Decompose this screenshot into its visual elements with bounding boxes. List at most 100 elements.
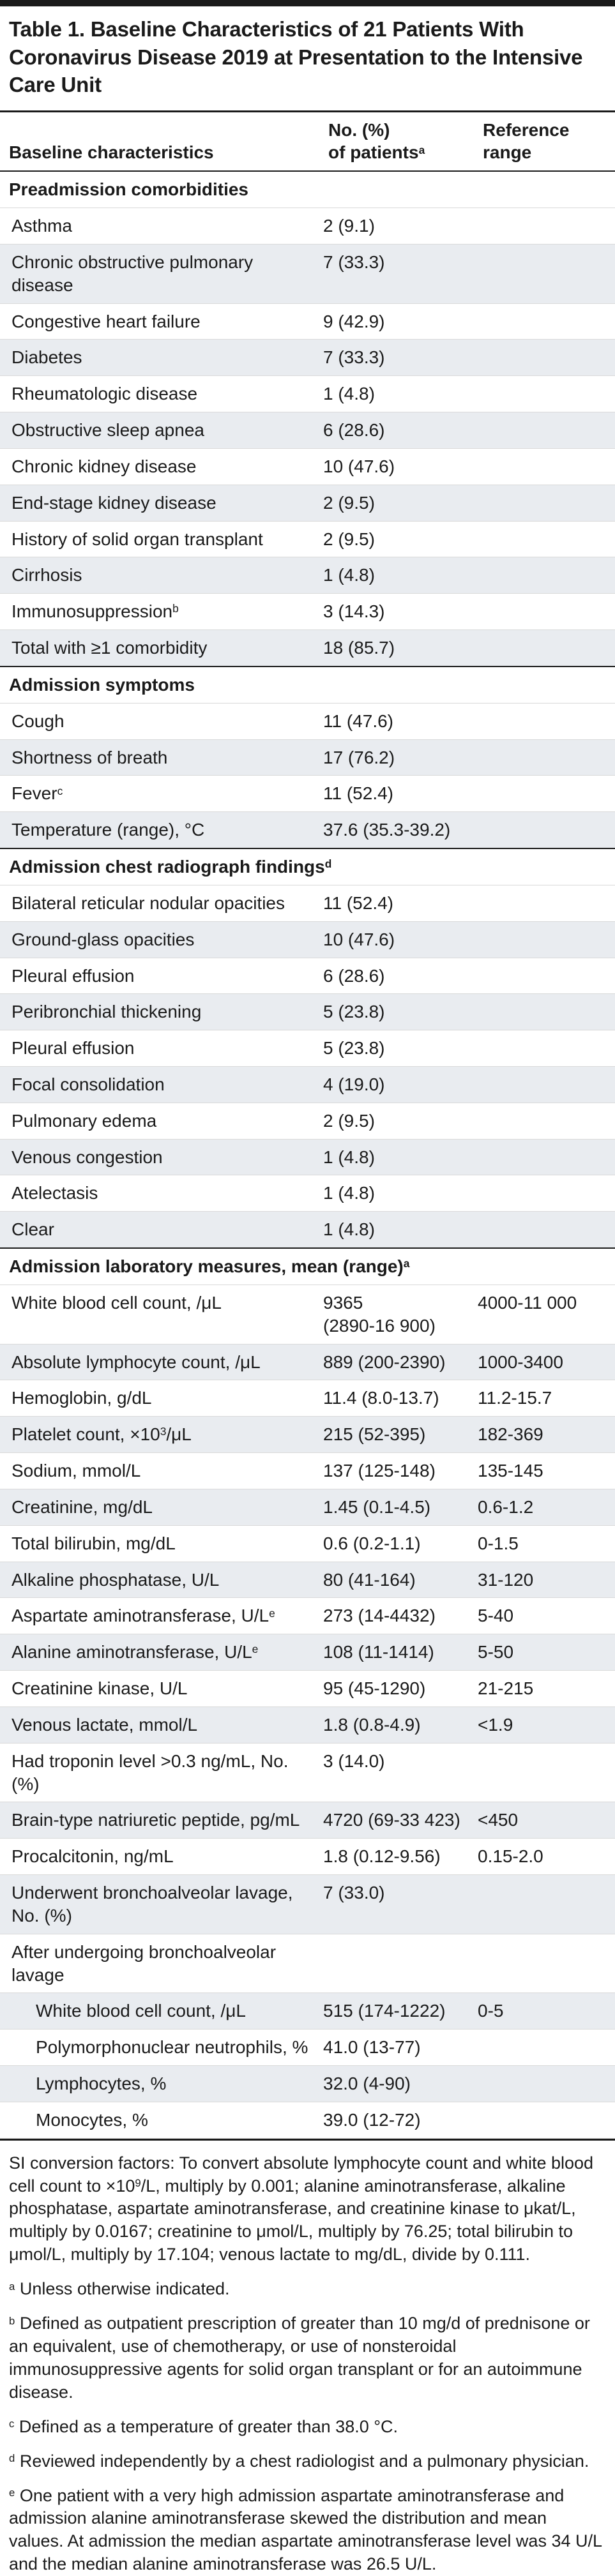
table-notes: SI conversion factors: To convert absolu…	[0, 2141, 615, 2576]
row-label: Aspartate aminotransferase, U/Le	[0, 1597, 319, 1635]
table-row: Shortness of breath 17 (76.2)	[0, 739, 615, 776]
row-value-text: 2 (9.1)	[323, 216, 375, 236]
row-label: Pleural effusion	[0, 958, 319, 995]
footnote-text: Reviewed independently by a chest radiol…	[19, 2451, 589, 2471]
table-row: Polymorphonuclear neutrophils, % 41.0 (13…	[0, 2029, 615, 2067]
row-label: Lymphocytes, %	[0, 2065, 319, 2102]
row-value-text: 10 (47.6)	[323, 929, 395, 949]
row-reference	[474, 2102, 615, 2139]
table-row: White blood cell count, /μL 9365 (2890-16 …	[0, 1284, 615, 1344]
row-value: 889 (200-2390)	[319, 1344, 474, 1381]
row-value-text: 6 (28.6)	[323, 420, 385, 441]
row-label-text: Peribronchial thickening	[11, 1002, 202, 1022]
row-value: 9 (42.9)	[319, 303, 474, 340]
row-reference	[474, 1030, 615, 1067]
table-row: Creatinine kinase, U/L 95 (45-1290) 21-215	[0, 1670, 615, 1707]
row-value-text: 108 (11-1414)	[323, 1642, 434, 1662]
table-row: Procalcitonin, ng/mL 1.8 (0.12-9.56) 0.15-…	[0, 1838, 615, 1876]
table-row: Congestive heart failure 9 (42.9)	[0, 303, 615, 340]
footnote: b Defined as outpatient prescription of …	[9, 2312, 606, 2404]
table-row: Creatinine, mg/dL 1.45 (0.1-4.5) 0.6-1.2	[0, 1489, 615, 1526]
row-value-text: 1 (4.8)	[323, 1147, 375, 1167]
row-reference: 5-40	[474, 1597, 615, 1635]
row-value: 11 (52.4)	[319, 775, 474, 813]
table-row: Absolute lymphocyte count, /μL 889 (200-2…	[0, 1344, 615, 1381]
baseline-characteristics-table: Baseline characteristics No. (%) of pati…	[0, 112, 615, 2139]
table-row: Rheumatologic disease 1 (4.8)	[0, 375, 615, 413]
row-value: 1 (4.8)	[319, 1139, 474, 1176]
row-label-text: Immunosuppression	[11, 601, 173, 622]
row-label-text: White blood cell count, /μL	[36, 2001, 246, 2021]
row-label: Procalcitonin, ng/mL	[0, 1838, 319, 1876]
row-value: 7 (33.3)	[319, 339, 474, 377]
row-label: Feverc	[0, 775, 319, 813]
table-row: Chronic obstructive pulmonary disease 7 (…	[0, 244, 615, 304]
row-label-text: Diabetes	[11, 347, 82, 368]
row-value-text: 5 (23.8)	[323, 1038, 385, 1058]
row-label: Venous congestion	[0, 1139, 319, 1176]
table-bottom-rule	[0, 2138, 615, 2141]
table-row: Feverc 11 (52.4)	[0, 775, 615, 813]
row-value-text: 32.0 (4-90)	[323, 2074, 411, 2094]
row-label: White blood cell count, /μL	[0, 1284, 319, 1344]
row-label-text: Total with ≥1 comorbidity	[11, 638, 208, 658]
row-label-text: Chronic obstructive pulmonary disease	[11, 252, 254, 295]
row-label: Diabetes	[0, 339, 319, 377]
row-label: Bilateral reticular nodular opacities	[0, 885, 319, 922]
row-label-text: Had troponin level >0.3 ng/mL, No. (%)	[11, 1751, 289, 1794]
row-reference: <450	[474, 1802, 615, 1839]
row-value: 3 (14.0)	[319, 1743, 474, 1803]
row-reference: 11.2-15.7	[474, 1380, 615, 1417]
row-value: 1 (4.8)	[319, 557, 474, 594]
row-label: White blood cell count, /μL	[0, 1992, 319, 2030]
table-row: After undergoing bronchoalveolar lavage	[0, 1934, 615, 1994]
row-value-range: (2890-16 900)	[323, 1315, 436, 1336]
row-label-text: Platelet count, ×10	[11, 1424, 160, 1445]
row-label: Creatinine, mg/dL	[0, 1489, 319, 1526]
row-label-text: Lymphocytes, %	[36, 2074, 167, 2094]
table-row: Cirrhosis 1 (4.8)	[0, 557, 615, 594]
footnote: c Defined as a temperature of greater th…	[9, 2416, 606, 2439]
top-rule	[0, 0, 615, 6]
row-reference: 5-50	[474, 1634, 615, 1671]
row-reference	[474, 207, 615, 245]
table-row: End-stage kidney disease 2 (9.5)	[0, 485, 615, 522]
row-label: Underwent bronchoalveolar lavage, No. (%…	[0, 1874, 319, 1934]
section-title-text: Preadmission comorbidities	[9, 179, 248, 200]
row-value-text: 39.0 (12-72)	[323, 2109, 421, 2130]
table-row: Hemoglobin, g/dL 11.4 (8.0-13.7) 11.2-15.7	[0, 1380, 615, 1417]
row-value: 215 (52-395)	[319, 1416, 474, 1454]
row-value: 0.6 (0.2-1.1)	[319, 1525, 474, 1562]
row-value: 6 (28.6)	[319, 412, 474, 449]
row-value: 11 (52.4)	[319, 885, 474, 922]
row-value-text: 95 (45-1290)	[323, 1678, 426, 1699]
table-row: White blood cell count, /μL 515 (174-1222…	[0, 1992, 615, 2030]
table-row: Bilateral reticular nodular opacities 11 …	[0, 885, 615, 922]
row-label: History of solid organ transplant	[0, 521, 319, 558]
footnote-mark: e	[269, 1606, 275, 1620]
row-reference	[474, 1934, 615, 1994]
row-label-text: Creatinine, mg/dL	[11, 1496, 153, 1517]
row-reference: 0-1.5	[474, 1525, 615, 1562]
footnote-mark: b	[9, 2314, 15, 2327]
row-label: Sodium, mmol/L	[0, 1452, 319, 1489]
row-label: Total bilirubin, mg/dL	[0, 1525, 319, 1562]
row-label-text: Venous lactate, mmol/L	[11, 1714, 198, 1735]
row-label-text: Shortness of breath	[11, 747, 168, 767]
row-label-text: Aspartate aminotransferase, U/L	[11, 1606, 270, 1626]
table-row: Underwent bronchoalveolar lavage, No. (%…	[0, 1874, 615, 1934]
row-label-text: Sodium, mmol/L	[11, 1461, 141, 1481]
table-row: Diabetes 7 (33.3)	[0, 339, 615, 377]
row-value: 11.4 (8.0-13.7)	[319, 1380, 474, 1417]
row-value: 37.6 (35.3-39.2)	[319, 811, 474, 849]
row-label-text: Cirrhosis	[11, 565, 82, 585]
row-value-text: 1.45 (0.1-4.5)	[323, 1496, 431, 1517]
row-value: 5 (23.8)	[319, 993, 474, 1031]
row-label-text: Bilateral reticular nodular opacities	[11, 893, 285, 913]
row-label-text: Absolute lymphocyte count, /μL	[11, 1352, 261, 1372]
table-row: Temperature (range), °C 37.6 (35.3-39.2)	[0, 811, 615, 849]
row-reference	[474, 557, 615, 594]
row-value: 10 (47.6)	[319, 448, 474, 485]
row-value: 5 (23.8)	[319, 1030, 474, 1067]
row-value-text: 5 (23.8)	[323, 1002, 385, 1022]
